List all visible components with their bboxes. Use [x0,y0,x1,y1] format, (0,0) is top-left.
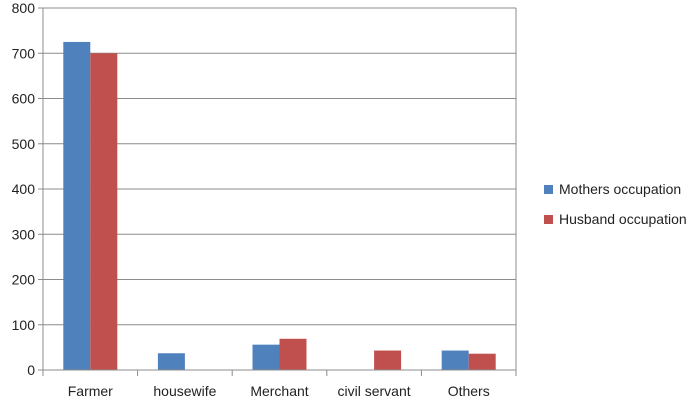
x-tick-label: Merchant [250,383,308,399]
legend-label-mothers: Mothers occupation [559,181,682,197]
bars [63,41,496,370]
legend-swatch-husband [544,214,553,224]
y-tick-label: 800 [12,0,36,16]
legend: Mothers occupation Husband occupation [544,178,687,238]
bar-others-0 [441,350,469,370]
y-tick-label: 200 [12,272,36,288]
y-tick-label: 600 [12,91,36,107]
legend-item-husband: Husband occupation [544,208,687,230]
x-tick-label: civil servant [338,383,411,399]
x-tick-label: housewife [153,383,216,399]
y-tick-label: 500 [12,136,36,152]
y-tick-label: 400 [12,181,36,197]
y-tick-label: 700 [12,45,36,61]
y-tick-label: 0 [27,362,35,378]
y-tick-label: 300 [12,226,36,242]
y-tick-label: 100 [12,317,36,333]
legend-label-husband: Husband occupation [559,211,687,227]
x-axis [38,7,517,376]
bar-civil-servant-1 [374,350,402,370]
legend-swatch-mothers [544,184,553,194]
x-tick-label: Others [448,383,490,399]
bar-farmer-1 [90,53,118,370]
bar-farmer-0 [63,41,91,370]
bar-merchant-0 [252,344,280,370]
bar-merchant-1 [279,338,307,370]
legend-item-mothers: Mothers occupation [544,178,687,200]
x-tick-label: Farmer [68,383,113,399]
gridlines [43,7,517,370]
x-axis-ticks: Farmer housewife Merchant civil servant Othe… [68,383,490,399]
bar-others-1 [468,353,496,370]
y-axis-ticks: 0 100 200 300 400 500 600 700 800 [12,0,36,378]
bar-housewife-0 [157,353,185,370]
